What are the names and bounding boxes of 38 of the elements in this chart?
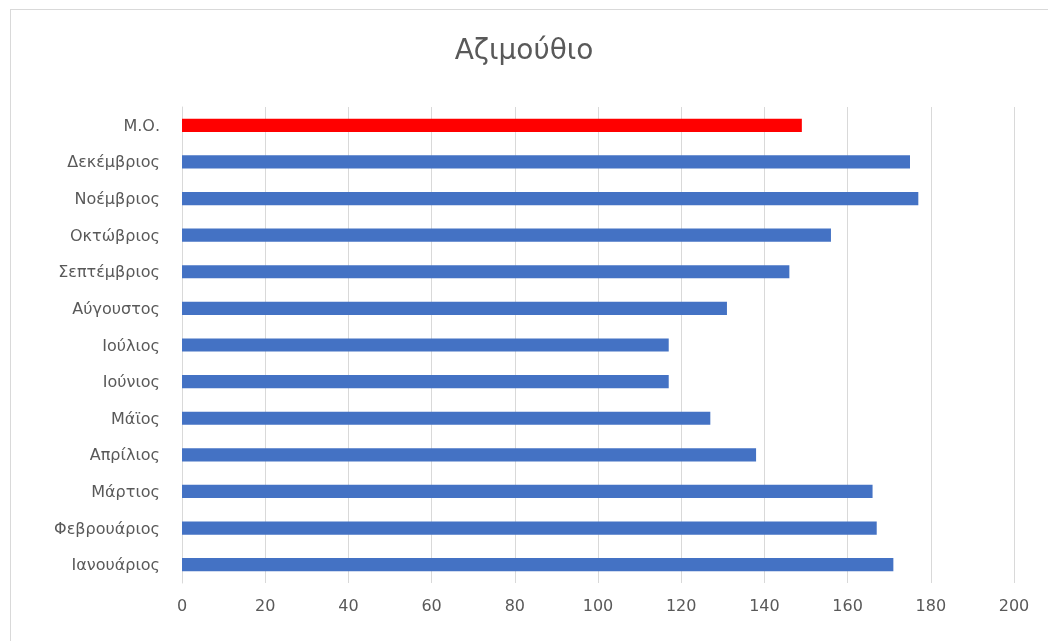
bar bbox=[182, 558, 894, 572]
x-tick-label: 120 bbox=[665, 595, 697, 615]
bar bbox=[182, 448, 757, 462]
x-tick-label: 20 bbox=[255, 595, 276, 615]
y-tick-label: Δεκέμβριος bbox=[67, 152, 160, 172]
x-tick-label: 40 bbox=[338, 595, 359, 615]
x-tick-label: 80 bbox=[504, 595, 525, 615]
chart-title: Αζιμούθιο bbox=[454, 32, 594, 66]
bar bbox=[182, 411, 711, 425]
y-tick-label: Αύγουστος bbox=[72, 298, 160, 318]
y-tick-label: Νοέμβριος bbox=[74, 189, 160, 209]
bar bbox=[182, 155, 910, 169]
y-tick-label: Μ.Ο. bbox=[123, 115, 160, 135]
bar bbox=[182, 191, 919, 206]
x-tick-label: 140 bbox=[749, 595, 780, 615]
x-tick-label: 0 bbox=[176, 595, 188, 615]
x-tick-label: 160 bbox=[832, 595, 863, 615]
x-tick-label: 100 bbox=[582, 595, 614, 615]
y-tick-label: Απρίλιος bbox=[89, 445, 160, 465]
bar bbox=[182, 265, 790, 279]
y-tick-label: Ιούνιος bbox=[102, 372, 160, 392]
y-tick-label: Ιανουάριος bbox=[71, 555, 160, 575]
bar bbox=[182, 228, 831, 242]
x-tick-label: 60 bbox=[421, 595, 442, 615]
bar bbox=[182, 521, 877, 535]
bar bbox=[182, 118, 802, 132]
y-tick-label: Σεπτέμβριος bbox=[58, 262, 160, 282]
y-tick-label: Μάϊος bbox=[111, 408, 160, 428]
y-tick-label: Οκτώβριος bbox=[69, 225, 160, 245]
bar bbox=[182, 338, 669, 352]
bar bbox=[182, 484, 873, 499]
bar bbox=[182, 375, 669, 389]
y-tick-label: Μάρτιος bbox=[91, 481, 160, 501]
y-tick-label: Ιούλιος bbox=[102, 335, 160, 355]
bar bbox=[182, 301, 727, 315]
y-tick-label: Φεβρουάριος bbox=[54, 518, 160, 538]
x-tick-label: 180 bbox=[915, 595, 947, 615]
x-tick-label: 200 bbox=[998, 595, 1030, 615]
